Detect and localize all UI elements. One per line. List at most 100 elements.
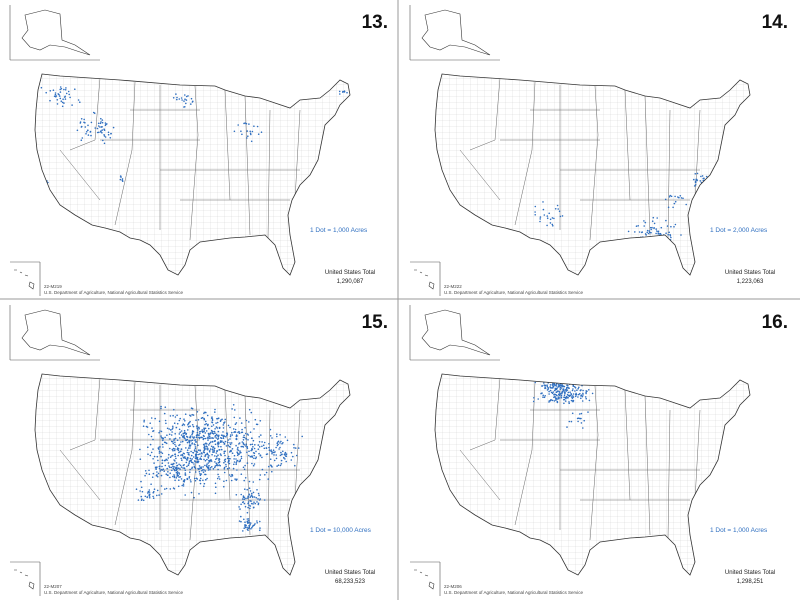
dot (268, 465, 270, 468)
dot (542, 208, 545, 211)
dot (571, 412, 574, 415)
dot (179, 464, 182, 467)
dot (552, 225, 554, 227)
dot (240, 503, 242, 506)
dot (225, 479, 228, 482)
dot (223, 480, 225, 483)
dot (318, 176, 320, 179)
dot (215, 464, 218, 467)
dot (580, 394, 583, 396)
dot (542, 394, 544, 397)
dot (265, 471, 268, 474)
dot (241, 501, 244, 504)
dot (316, 180, 319, 183)
dot (280, 463, 283, 465)
dot (657, 230, 660, 233)
dot (559, 388, 562, 390)
dot (183, 106, 185, 108)
dot (211, 416, 213, 418)
dot (563, 396, 565, 399)
dot (209, 467, 212, 469)
dot (233, 463, 235, 466)
dot (653, 246, 655, 248)
dot (245, 419, 248, 422)
dot (90, 121, 93, 124)
dot (103, 135, 106, 137)
dot (176, 98, 178, 101)
dot (213, 450, 215, 452)
dot (172, 97, 175, 99)
dot (560, 370, 562, 372)
dot (318, 180, 321, 182)
dot (179, 443, 181, 446)
dot (637, 225, 639, 227)
dot (643, 225, 645, 227)
dot (555, 388, 558, 390)
dot (546, 384, 548, 386)
dot (282, 450, 284, 453)
dot (251, 496, 254, 498)
dot (319, 175, 322, 178)
dot (268, 443, 270, 445)
dot (248, 494, 251, 496)
dot (241, 428, 243, 431)
dot (101, 121, 104, 124)
dot (100, 121, 102, 123)
dot (233, 431, 235, 434)
dot (159, 430, 161, 432)
dot (236, 451, 238, 453)
dot (285, 455, 288, 458)
dot (241, 133, 243, 136)
dot (186, 441, 189, 444)
dot (59, 88, 61, 91)
dot (575, 393, 578, 396)
dot (551, 223, 554, 226)
map-panel: 13. 1 Dot = 1,000 Acres United States Tota… (9, 5, 388, 296)
dot (546, 224, 548, 227)
dot (248, 123, 250, 125)
dot (179, 450, 181, 453)
dot (102, 139, 104, 142)
dot (235, 463, 237, 466)
dot (211, 421, 214, 424)
dot (211, 453, 213, 456)
dot (99, 126, 101, 128)
dot (207, 448, 209, 451)
dot (162, 439, 164, 442)
dot (166, 474, 169, 476)
dot (585, 392, 587, 395)
dot (53, 95, 56, 98)
dot (569, 381, 572, 383)
total-value: 1,298,251 (737, 579, 764, 585)
dot (233, 416, 236, 419)
dot (204, 427, 207, 430)
dot (217, 430, 220, 433)
dot (196, 427, 199, 430)
dot (237, 453, 240, 455)
dot (254, 418, 257, 421)
dot (237, 449, 239, 452)
dot (277, 464, 280, 466)
dot (160, 407, 162, 410)
dot (183, 479, 185, 482)
dot (167, 457, 170, 459)
dot (222, 424, 225, 426)
dot (204, 437, 207, 440)
dot (198, 427, 200, 430)
dot (172, 425, 174, 428)
dot (570, 394, 572, 397)
dot (214, 492, 217, 495)
dot (255, 423, 258, 426)
dot (225, 436, 227, 438)
dot (150, 451, 153, 454)
dot (654, 237, 656, 239)
dot (194, 457, 197, 460)
dot (258, 452, 260, 455)
dot (233, 461, 236, 463)
dot (152, 472, 155, 475)
dot (76, 129, 79, 132)
dot (263, 441, 266, 444)
dot (245, 443, 247, 446)
dot (204, 470, 207, 472)
dot (277, 440, 280, 443)
